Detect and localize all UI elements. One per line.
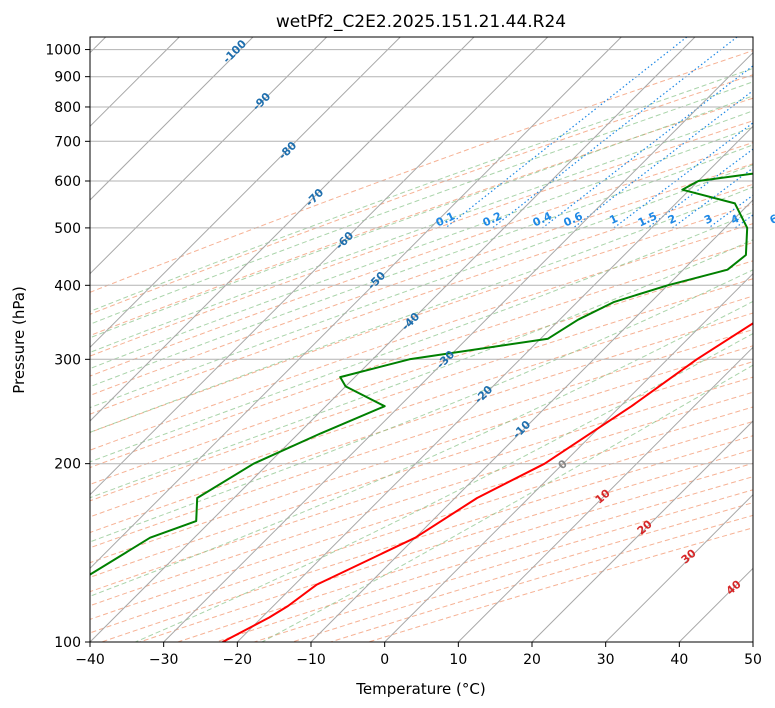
axis-ticks: −40 −30 −20 −10 0 10 20 30 40 50 100 200 300 400 500 60…: [45, 43, 762, 668]
isotherm-line: [236, 125, 753, 642]
y-tick-label: 300: [54, 352, 81, 368]
mixing-ratio-line: [542, 65, 753, 229]
x-tick-label: −40: [75, 652, 105, 668]
temperature-profile-line: [222, 322, 753, 642]
x-tick-label: 40: [670, 652, 688, 668]
dry-adiabat-line: [101, 435, 753, 642]
dry-adiabat-label: 30: [679, 546, 699, 566]
y-tick-label: 1000: [45, 43, 81, 59]
x-tick-label: 10: [449, 652, 467, 668]
moist-adiabat-line: [90, 186, 753, 433]
dry-adiabat-line: [368, 527, 753, 642]
moist-adiabat-line: [90, 144, 753, 388]
chart-title: wetPf2_C2E2.2025.151.21.44.R24: [276, 12, 566, 32]
dry-adiabat-line: [90, 361, 753, 578]
isotherm-line: [752, 641, 753, 642]
moist-adiabat-line: [90, 239, 753, 499]
dry-adiabat-line: [90, 278, 753, 502]
x-tick-label: −20: [223, 652, 253, 668]
mixing-ratio-line: [572, 89, 753, 229]
moist-adiabat-line: [90, 211, 753, 463]
x-tick-label: 20: [523, 652, 541, 668]
dry-adiabat-line: [90, 241, 753, 469]
mixing-ratio-label: 0.6: [562, 209, 585, 229]
dry-adiabat-line: [330, 514, 753, 642]
isotherm-line: [605, 493, 753, 642]
mixing-ratio-line: [613, 122, 753, 229]
moist-adiabat-line: [90, 81, 753, 325]
dry-adiabat-line: [90, 329, 753, 549]
mixing-ratio-line: [734, 214, 753, 229]
dry-adiabat-line: [90, 163, 753, 396]
moist-adiabat-line: [90, 126, 753, 370]
dry-adiabat-line: [90, 391, 753, 607]
y-tick-label: 100: [54, 635, 81, 651]
y-tick-label: 500: [54, 221, 81, 237]
moist-adiabat-line: [90, 95, 753, 339]
mixing-ratio-line: [492, 37, 738, 229]
dry-adiabat-line: [90, 376, 753, 593]
isotherm-label: -50: [365, 269, 388, 292]
mixing-ratio-label: 0.1: [434, 209, 457, 229]
isotherm-line: [90, 37, 622, 570]
isotherm-line: [90, 37, 475, 422]
moist-adiabat-line: [90, 110, 753, 353]
profile-series: [90, 172, 753, 642]
y-tick-label: 900: [54, 70, 81, 86]
isotherm-line: [90, 37, 401, 349]
dry-adiabat-line: [90, 97, 753, 337]
isotherm-line: [531, 420, 753, 642]
y-tick-label: 400: [54, 278, 81, 294]
dry-adiabat-line: [90, 223, 753, 451]
mixing-ratio-label: 0.2: [481, 209, 504, 229]
inline-labels: -100-90-80-70-60-50-40-30-20-100.1 0.2 0.4…: [220, 37, 775, 597]
y-tick-label: 800: [54, 100, 81, 116]
y-tick-label: 700: [54, 134, 81, 150]
moist-adiabat-line: [90, 269, 753, 543]
isotherm-line: [90, 37, 254, 201]
moist-adiabat-line: [135, 332, 753, 642]
dry-adiabat-line: [90, 295, 753, 518]
dry-adiabat-line: [90, 312, 753, 534]
x-tick-label: −30: [149, 652, 179, 668]
isotherm-line: [310, 199, 753, 642]
dry-adiabat-line: [90, 345, 753, 564]
x-tick-label: 0: [380, 652, 389, 668]
dry-adiabat-label: 10: [593, 486, 613, 506]
x-tick-label: 30: [597, 652, 615, 668]
x-axis-label: Temperature (°C): [355, 680, 485, 698]
dewpoint-profile-line: [90, 172, 753, 576]
y-tick-label: 200: [54, 457, 81, 473]
isotherm-line: [457, 346, 753, 642]
isotherm-line: [90, 37, 696, 642]
x-tick-label: −10: [296, 652, 326, 668]
isotherm-label: -10: [510, 418, 533, 441]
isotherm-label: -70: [303, 186, 326, 209]
isotherm-line: [163, 51, 753, 642]
grid-lines: [90, 37, 753, 642]
y-tick-label: 600: [54, 174, 81, 190]
mixing-ratio-label: 1.5: [636, 209, 659, 229]
mixing-ratio-label: 6: [768, 212, 775, 227]
dry-adiabat-line: [90, 50, 753, 293]
isotherm-line: [90, 37, 549, 496]
mixing-ratio-label: 3: [702, 212, 714, 227]
isotherm-label: -100: [220, 37, 249, 66]
x-tick-label: 50: [744, 652, 762, 668]
moist-adiabat-line: [90, 300, 753, 597]
dry-adiabat-line: [90, 142, 753, 377]
isotherm-line: [384, 272, 753, 642]
isotherm-label: -20: [472, 383, 495, 406]
plot-frame: [89, 36, 754, 643]
dry-adiabat-line: [292, 502, 753, 642]
mixing-ratio-label: 0.4: [531, 209, 554, 229]
y-axis-label: Pressure (hPa): [10, 286, 28, 394]
dry-adiabat-label: 20: [635, 517, 655, 537]
mixing-ratio-line: [672, 167, 753, 229]
isotherm-line: [90, 37, 328, 275]
moist-adiabat-line: [261, 364, 753, 642]
isotherm-label: -80: [276, 139, 299, 162]
